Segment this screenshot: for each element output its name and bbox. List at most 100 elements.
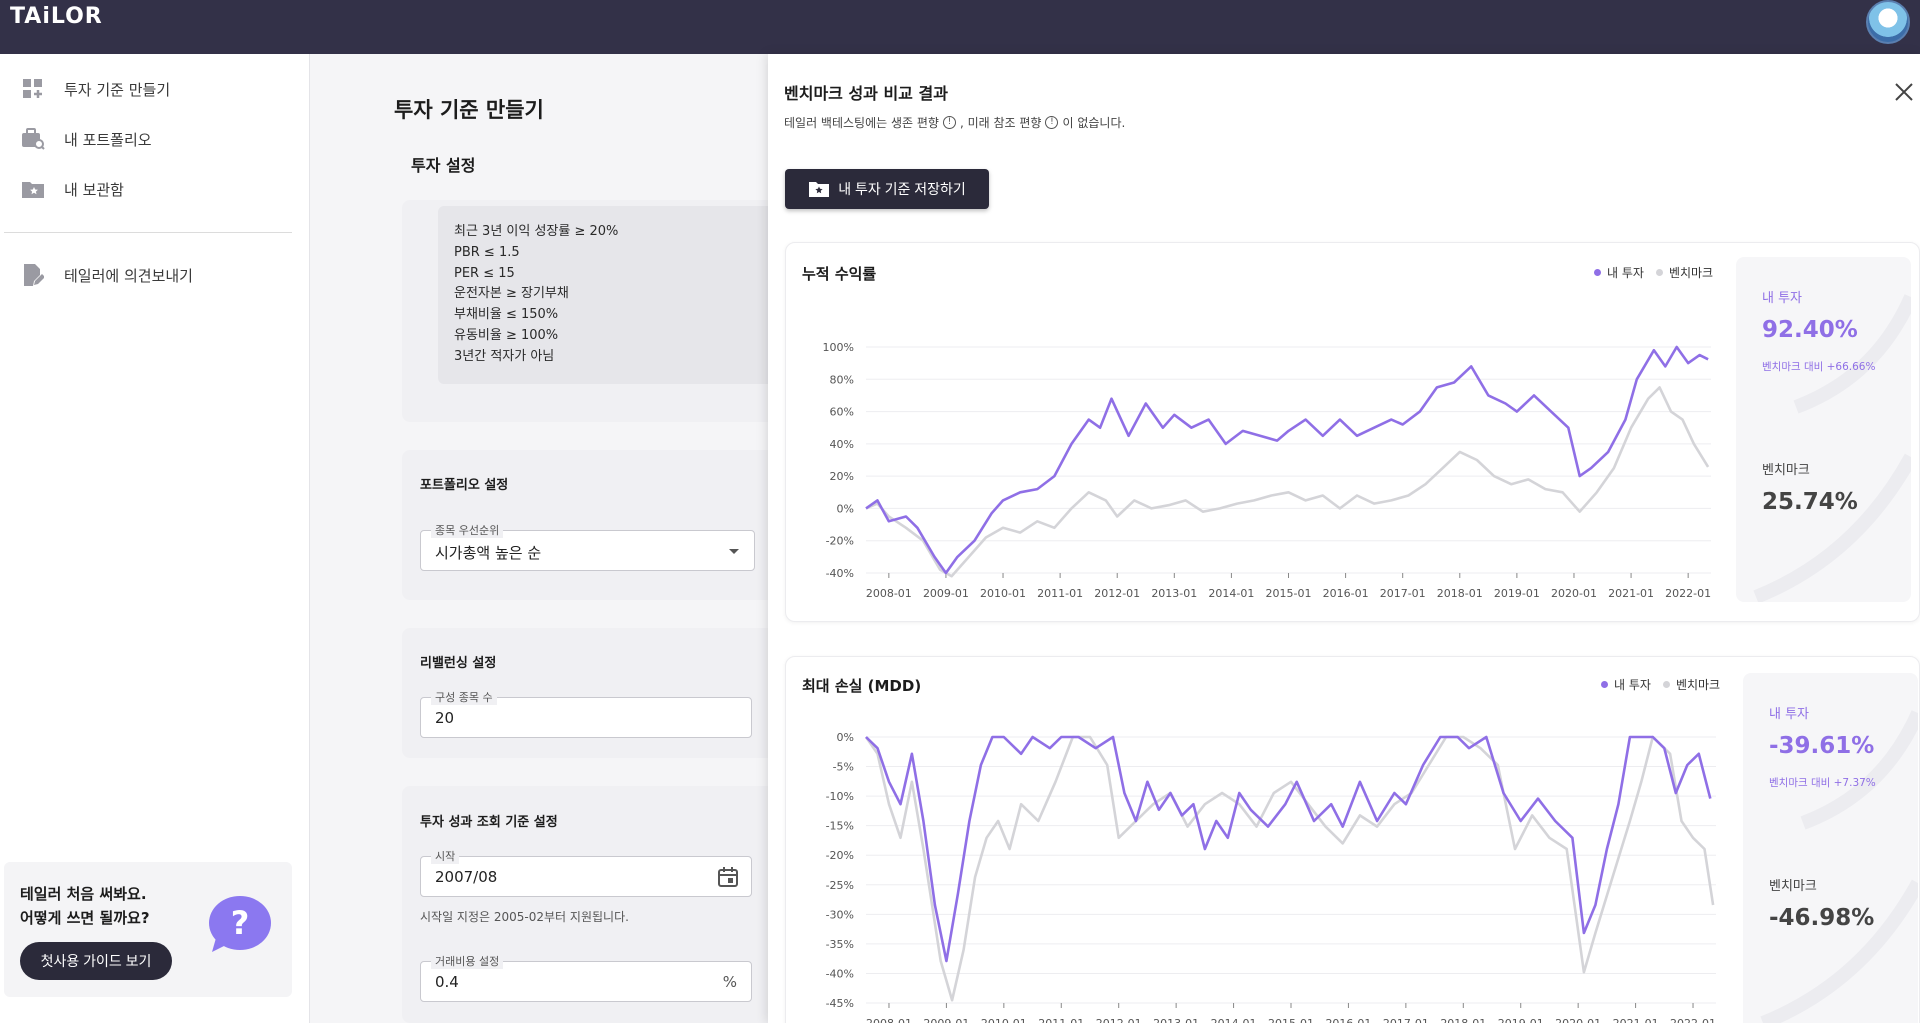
sidebar-item-saved[interactable]: 내 보관함	[20, 174, 124, 204]
y-tick-label: -45%	[826, 997, 854, 1010]
x-tick-label: 2018-01	[1437, 587, 1483, 600]
guide-title: 테일러 처음 써봐요. 어떻게 쓰면 될까요?	[20, 885, 150, 927]
legend-swatch-mine	[1594, 269, 1601, 276]
y-tick-label: -20%	[826, 535, 854, 548]
bench-stat-value: 25.74%	[1762, 489, 1858, 515]
sidebar-item-portfolio[interactable]: 내 포트폴리오	[20, 124, 152, 154]
portfolio-settings-title: 포트폴리오 설정	[420, 478, 509, 493]
mine-stat-value: -39.61%	[1769, 733, 1875, 759]
mine-stat-label: 내 투자	[1769, 707, 1810, 722]
holdings-count-input[interactable]: 구성 종목 수 20	[420, 689, 752, 738]
holdings-count-label: 구성 종목 수	[431, 689, 497, 705]
bench-stat-label: 벤치마크	[1762, 463, 1810, 478]
sidebar-item-label: 내 포트폴리오	[64, 130, 152, 149]
investment-settings-title: 투자 설정	[411, 156, 476, 175]
guide-card: 테일러 처음 써봐요. 어떻게 쓰면 될까요? 첫사용 가이드 보기 ?	[4, 862, 292, 997]
mdd-chart: 0% -5% -10% -15% -20% -25% -30% -35% -40% -45% 200…	[826, 731, 1716, 1023]
start-date-helper: 시작일 지정은 2005-02부터 지원됩니다.	[420, 910, 629, 924]
holdings-count-value: 20	[435, 709, 455, 727]
x-tick-label: 2022-01	[1665, 587, 1711, 600]
x-tick-label: 2015-01	[1268, 1017, 1314, 1023]
info-icon[interactable]: !	[942, 116, 956, 129]
sidebar-divider	[4, 232, 292, 233]
y-tick-label: -30%	[826, 908, 854, 921]
x-tick-label: 2019-01	[1494, 587, 1540, 600]
x-tick-label: 2013-01	[1153, 1017, 1199, 1023]
top-bar: TAiLOR	[0, 0, 1920, 54]
legend-label-mine: 내 투자	[1614, 678, 1651, 692]
info-icon[interactable]: !	[1045, 116, 1059, 129]
x-tick-label: 2017-01	[1383, 1017, 1429, 1023]
sidebar-item-label: 내 보관함	[64, 180, 124, 199]
start-date-value: 2007/08	[435, 868, 498, 886]
y-tick-label: 40%	[830, 438, 854, 451]
mdd-stats: 내 투자 -39.61% 벤치마크 대비 +7.37% 벤치마크 -46.98%	[1743, 673, 1918, 1023]
sidebar-item-label: 투자 기준 만들기	[64, 80, 171, 99]
x-tick-label: 2022-01	[1670, 1017, 1716, 1023]
mine-stat-note: 벤치마크 대비 +7.37%	[1769, 777, 1876, 789]
bench-stat-value: -46.98%	[1769, 905, 1875, 931]
benchmark-result-panel: 벤치마크 성과 비교 결과 테일러 백테스팅에는 생존 편향 ! , 미래 참조…	[768, 54, 1920, 1023]
svg-text:?: ?	[231, 904, 250, 942]
cumulative-stats: 내 투자 92.40% 벤치마크 대비 +66.66% 벤치마크 25.74%	[1736, 257, 1911, 602]
start-date-input[interactable]: 시작 2007/08	[420, 848, 752, 897]
x-tick-label: 2021-01	[1613, 1017, 1659, 1023]
priority-select-label: 종목 우선순위	[431, 522, 504, 538]
app-logo[interactable]: TAiLOR	[10, 4, 103, 29]
guide-button[interactable]: 첫사용 가이드 보기	[20, 942, 172, 980]
y-tick-label: -40%	[826, 967, 854, 980]
mine-stat-label: 내 투자	[1762, 291, 1803, 306]
x-tick-label: 2013-01	[1151, 587, 1197, 600]
x-tick-label: 2018-01	[1440, 1017, 1486, 1023]
series-line-benchmark	[865, 386, 1710, 578]
close-icon[interactable]	[1892, 80, 1916, 104]
legend-swatch-bench	[1655, 269, 1663, 276]
panel-title: 벤치마크 성과 비교 결과	[784, 84, 948, 103]
save-criteria-label: 내 투자 기준 저장하기	[838, 181, 966, 197]
avatar[interactable]	[1866, 0, 1910, 44]
legend-label-bench: 벤치마크	[1675, 678, 1721, 692]
chevron-down-icon	[729, 549, 739, 554]
y-tick-label: -35%	[826, 938, 854, 951]
fee-value: 0.4	[435, 973, 459, 991]
sidebar-item-create-criteria[interactable]: 투자 기준 만들기	[20, 74, 170, 104]
x-tick-label: 2016-01	[1325, 1017, 1371, 1023]
save-criteria-button[interactable]: 내 투자 기준 저장하기	[785, 169, 989, 209]
criteria-item: 운전자본 ≥ 장기부채	[454, 286, 569, 302]
sidebar-item-label: 테일러에 의견보내기	[64, 266, 193, 285]
help-bubble-icon: ?	[209, 896, 271, 952]
period-settings-title: 투자 성과 조회 기준 설정	[420, 815, 558, 830]
x-tick-label: 2010-01	[981, 1017, 1027, 1023]
mine-stat-note: 벤치마크 대비 +66.66%	[1762, 361, 1876, 373]
chart-title: 최대 손실 (MDD)	[802, 677, 922, 695]
series-line-mine	[865, 735, 1712, 963]
priority-select[interactable]: 종목 우선순위 시가총액 높은 순	[420, 522, 755, 571]
x-tick-label: 2020-01	[1555, 1017, 1601, 1023]
criteria-item: 유동비율 ≥ 100%	[454, 327, 559, 343]
portfolio-search-icon	[20, 126, 46, 152]
start-date-label: 시작	[431, 848, 460, 864]
calendar-icon[interactable]	[717, 866, 739, 888]
x-tick-label: 2012-01	[1096, 1017, 1142, 1023]
criteria-item: 최근 3년 이익 성장률 ≥ 20%	[454, 224, 619, 239]
x-tick-label: 2019-01	[1498, 1017, 1544, 1023]
mdd-card: 최대 손실 (MDD) 내 투자 벤치마크 0% -5% -10% -15% -20% -…	[785, 656, 1920, 1023]
y-tick-label: 0%	[837, 731, 854, 744]
sidebar-item-feedback[interactable]: 테일러에 의견보내기	[20, 260, 193, 290]
x-tick-label: 2011-01	[1037, 587, 1083, 600]
stat-decoration	[1760, 710, 1918, 1023]
y-tick-label: 60%	[830, 406, 854, 419]
y-tick-label: -25%	[826, 879, 854, 892]
legend-swatch-mine	[1601, 681, 1608, 688]
cumulative-return-card: 누적 수익률 내 투자 벤치마크 100% 80% 60% 40% 20% 0% -20% -…	[785, 242, 1920, 622]
x-tick-label: 2010-01	[980, 587, 1026, 600]
y-tick-label: 100%	[823, 341, 854, 354]
x-tick-label: 2009-01	[923, 587, 969, 600]
folder-star-icon	[809, 182, 830, 197]
stat-decoration	[1753, 294, 1911, 602]
fee-input[interactable]: 거래비용 설정 0.4 %	[420, 953, 752, 1002]
criteria-item: 3년간 적자가 아님	[454, 348, 555, 364]
y-tick-label: -20%	[826, 849, 854, 862]
page-title: 투자 기준 만들기	[394, 98, 544, 122]
x-tick-label: 2021-01	[1608, 587, 1654, 600]
